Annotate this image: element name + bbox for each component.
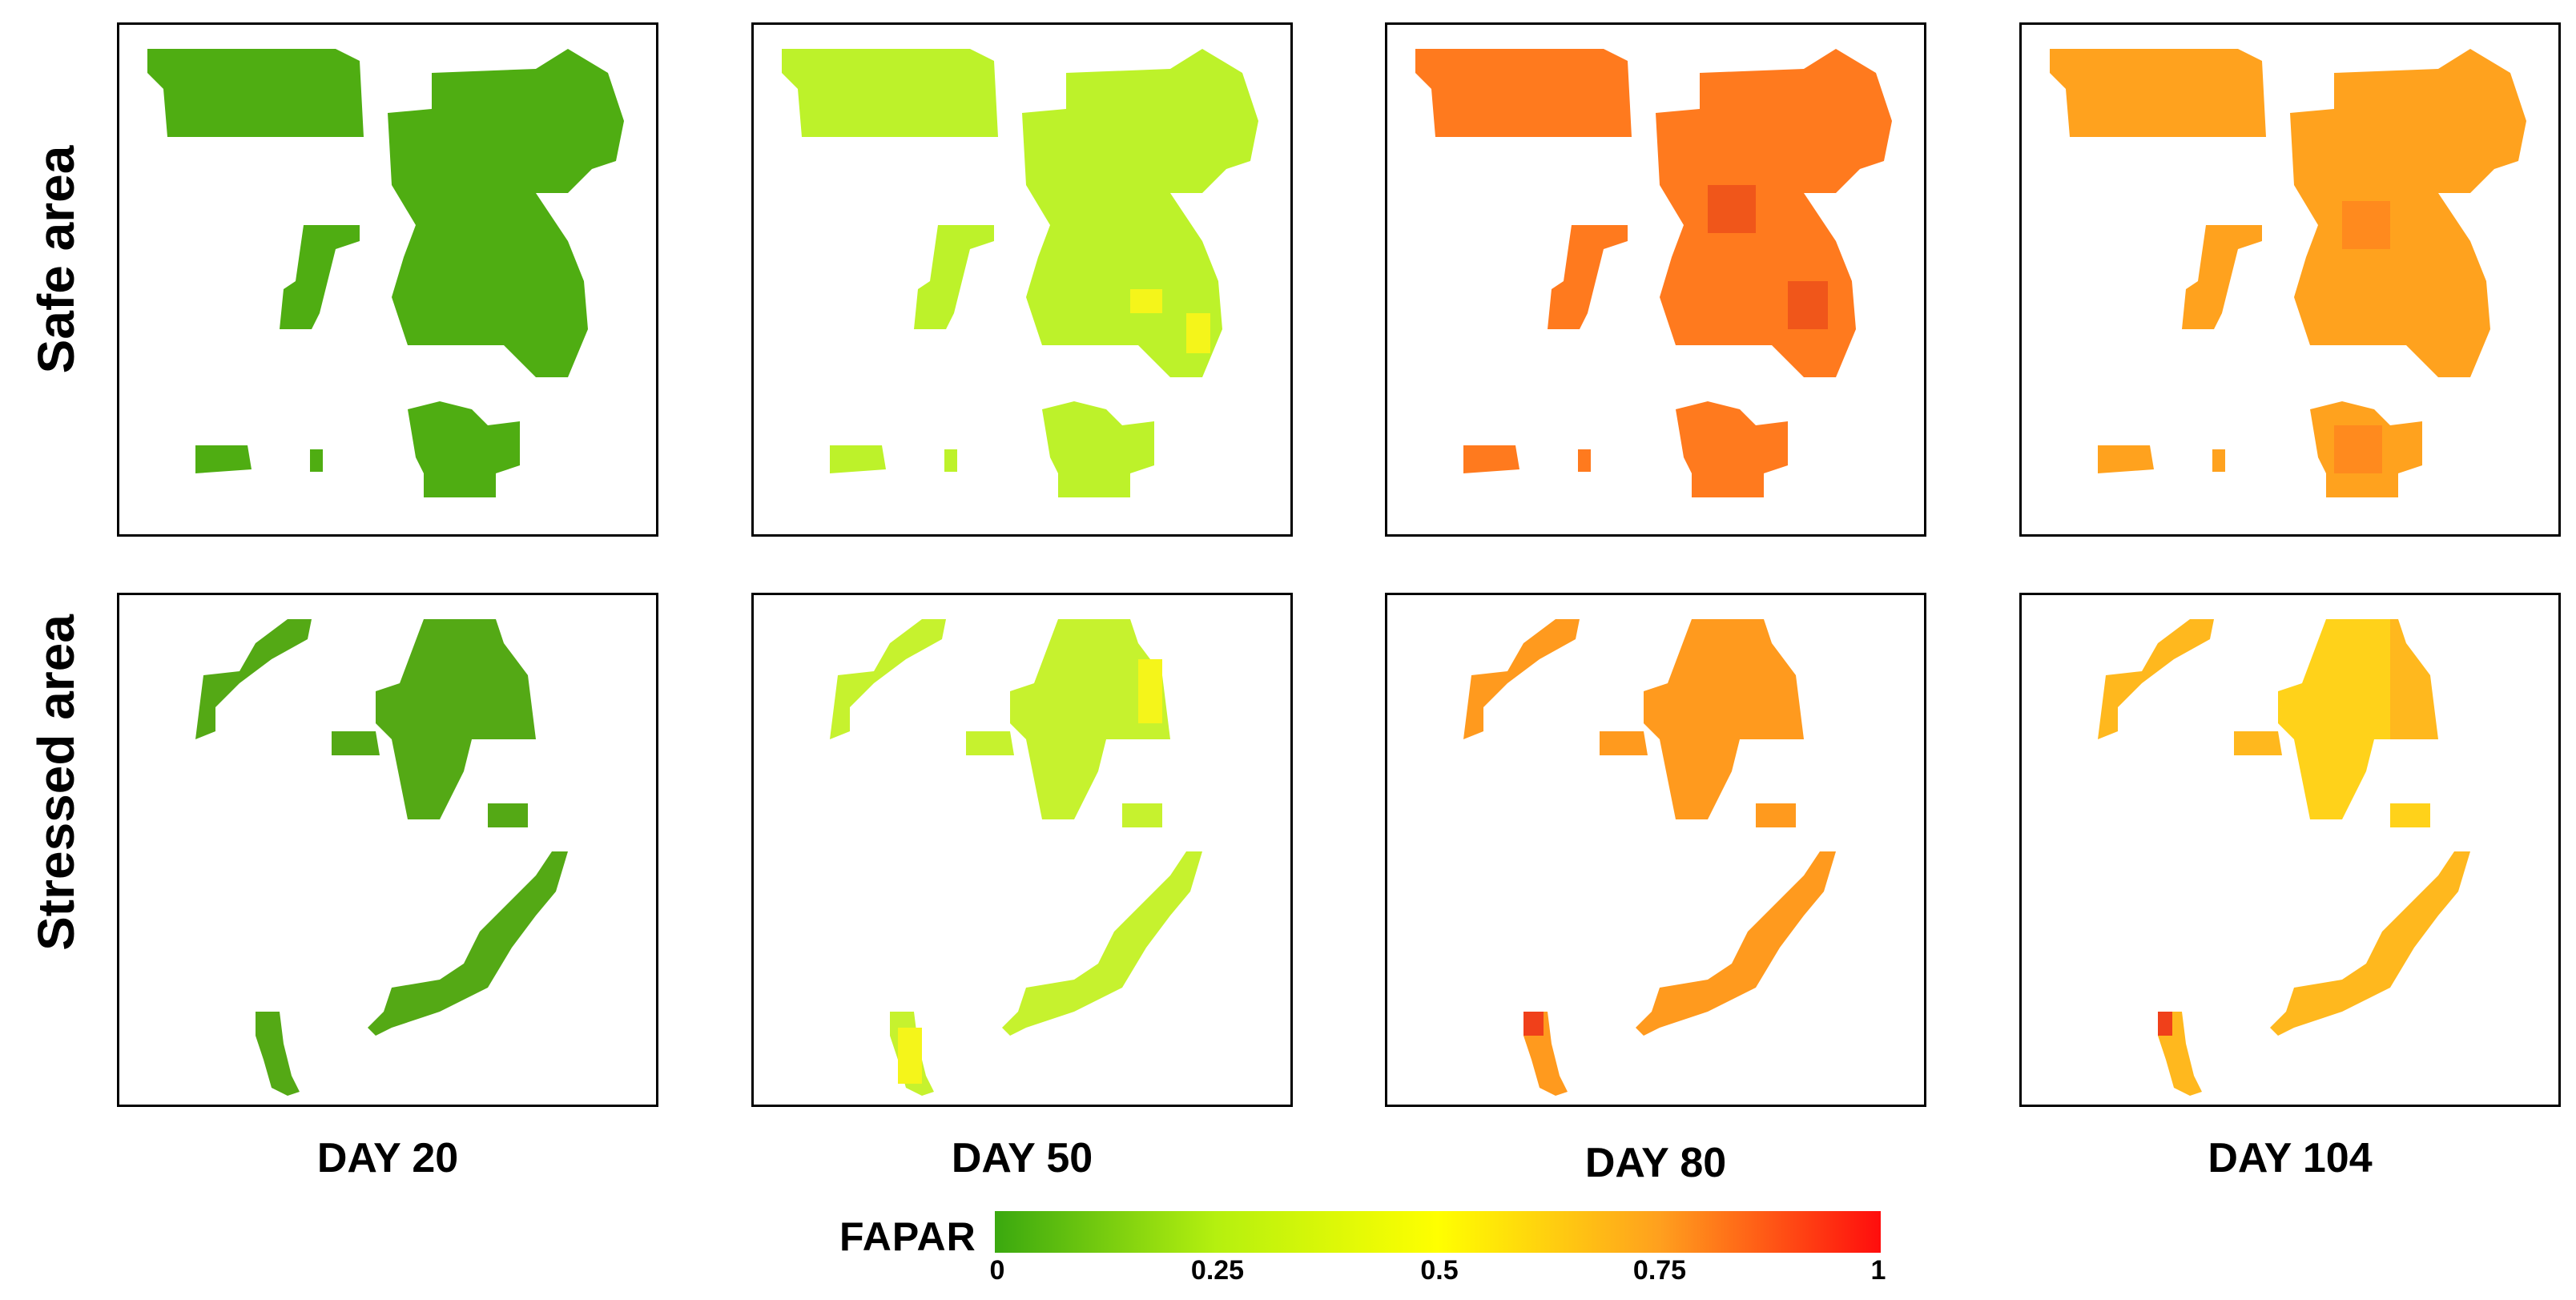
- colorbar-title: FAPAR: [839, 1214, 976, 1259]
- field-patches: [147, 49, 624, 497]
- day-label-20: DAY 20: [316, 1135, 459, 1181]
- map-panel-stressed-day80: [1385, 593, 1926, 1107]
- field-patches: [782, 49, 1258, 497]
- map-panel-safe-day20: [117, 22, 658, 537]
- field-hotspots: [1708, 185, 1828, 329]
- field-hotspots: [1523, 1012, 1544, 1036]
- fapar-colorbar: [995, 1211, 1881, 1253]
- colorbar-tick-0-25: 0.25: [1190, 1255, 1245, 1286]
- field-hotspots: [1130, 289, 1210, 353]
- map-panel-safe-day104: [2019, 22, 2561, 537]
- field-patches: [830, 619, 1202, 1096]
- field-hotspots: [2334, 201, 2390, 473]
- colorbar-tick-1: 1: [1870, 1255, 1886, 1286]
- field-patches-yellow: [2278, 619, 2430, 827]
- field-hotspots: [2158, 1012, 2172, 1036]
- day-label-104: DAY 104: [2208, 1135, 2373, 1181]
- field-hotspots: [898, 659, 1162, 1084]
- field-patches: [2050, 49, 2526, 497]
- colorbar-tick-0-5: 0.5: [1420, 1255, 1459, 1286]
- map-panel-stressed-day50: [751, 593, 1293, 1107]
- map-panel-stressed-day20: [117, 593, 658, 1107]
- map-panel-safe-day80: [1385, 22, 1926, 537]
- colorbar-tick-0-75: 0.75: [1632, 1255, 1687, 1286]
- colorbar-tick-0: 0: [989, 1255, 1005, 1286]
- map-panel-safe-day50: [751, 22, 1293, 537]
- field-patches: [2098, 619, 2470, 1096]
- field-patches: [1415, 49, 1892, 497]
- day-label-80: DAY 80: [1584, 1140, 1727, 1186]
- map-panel-stressed-day104: [2019, 593, 2561, 1107]
- row-label-safe-area: Safe area: [27, 145, 85, 374]
- row-label-stressed-area: Stressed area: [27, 614, 85, 951]
- field-patches: [195, 619, 568, 1096]
- day-label-50: DAY 50: [951, 1135, 1093, 1181]
- field-patches: [1463, 619, 1836, 1096]
